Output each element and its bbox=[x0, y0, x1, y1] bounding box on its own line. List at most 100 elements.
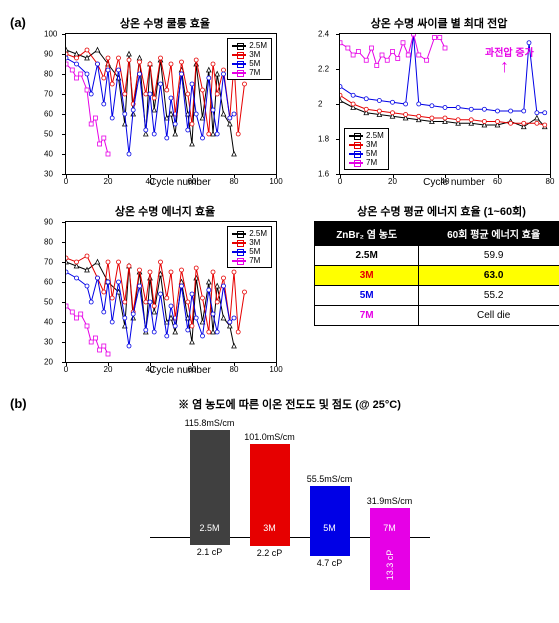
table-cell-eff: Cell die bbox=[419, 306, 559, 326]
conductivity-value: 101.0mS/cm bbox=[244, 432, 295, 442]
viscosity-value: 2.1 cP bbox=[197, 547, 223, 557]
ytick: 1.8 bbox=[318, 135, 329, 144]
ytick: 50 bbox=[44, 298, 53, 307]
ytick: 80 bbox=[44, 238, 53, 247]
conductivity-viscosity-chart: 115.8mS/cm2.5M2.1 cP101.0mS/cm3M2.2 cP55… bbox=[150, 422, 430, 602]
bar-label: 7M bbox=[383, 523, 396, 533]
ytick: 90 bbox=[44, 50, 53, 59]
table-cell-conc: 7M bbox=[315, 306, 419, 326]
conductivity-value: 115.8mS/cm bbox=[185, 418, 235, 428]
ytick: 2.2 bbox=[318, 65, 329, 74]
xtick: 20 bbox=[104, 177, 113, 186]
table-header: ZnBr₂ 염 농도 bbox=[315, 222, 419, 246]
legend-item: 7M bbox=[232, 256, 267, 265]
ytick: 80 bbox=[44, 70, 53, 79]
xtick: 40 bbox=[441, 177, 450, 186]
conductivity-value: 55.5mS/cm bbox=[307, 474, 353, 484]
viscosity-value: 13.3 cP bbox=[385, 550, 395, 581]
table-cell-eff: 63.0 bbox=[419, 266, 559, 286]
xtick: 40 bbox=[146, 177, 155, 186]
ytick: 60 bbox=[44, 278, 53, 287]
table-title: 상온 수명 평균 에너지 효율 (1~60회) bbox=[314, 203, 559, 219]
xtick: 60 bbox=[188, 365, 197, 374]
ytick: 30 bbox=[44, 170, 53, 179]
xtick: 80 bbox=[546, 177, 555, 186]
legend-item: 2.5M bbox=[232, 229, 267, 238]
table-row: 5M55.2 bbox=[315, 286, 559, 306]
legend-item: 3M bbox=[232, 50, 267, 59]
ytick: 60 bbox=[44, 110, 53, 119]
figure-label-a: (a) bbox=[10, 15, 26, 30]
chart3-title: 상온 수명 에너지 효율 bbox=[35, 203, 295, 219]
conductivity-value: 31.9mS/cm bbox=[367, 496, 413, 506]
xtick: 0 bbox=[338, 177, 342, 186]
legend-item: 2.5M bbox=[232, 41, 267, 50]
legend-item: 3M bbox=[349, 140, 384, 149]
legend-item: 5M bbox=[232, 247, 267, 256]
efficiency-table: ZnBr₂ 염 농도60회 평균 에너지 효율2.5M59.93M63.05M5… bbox=[314, 221, 559, 326]
chart1-plot: 304050607080901000204060801002.5M3M5M7M bbox=[65, 33, 277, 175]
ytick: 90 bbox=[44, 218, 53, 227]
chart2-title: 상온 수명 싸이클 별 최대 전압 bbox=[309, 15, 559, 31]
bar-label: 2.5M bbox=[199, 523, 219, 533]
ytick: 40 bbox=[44, 318, 53, 327]
xtick: 80 bbox=[230, 177, 239, 186]
legend-item: 7M bbox=[349, 158, 384, 167]
ytick: 2.4 bbox=[318, 30, 329, 39]
viscosity-value: 4.7 cP bbox=[317, 558, 343, 568]
legend: 2.5M3M5M7M bbox=[227, 38, 272, 80]
bar-label: 3M bbox=[263, 523, 276, 533]
ytick: 50 bbox=[44, 130, 53, 139]
conductivity-bar bbox=[190, 430, 230, 537]
ytick: 100 bbox=[44, 30, 57, 39]
legend: 2.5M3M5M7M bbox=[227, 226, 272, 268]
viscosity-bar bbox=[310, 537, 350, 556]
table-header: 60회 평균 에너지 효율 bbox=[419, 222, 559, 246]
viscosity-value: 2.2 cP bbox=[257, 548, 283, 558]
table-row: 7MCell die bbox=[315, 306, 559, 326]
viscosity-bar bbox=[190, 537, 230, 545]
overvoltage-annotation: 과전압 증가 bbox=[485, 44, 534, 59]
legend-item: 5M bbox=[349, 149, 384, 158]
ytick: 30 bbox=[44, 338, 53, 347]
efficiency-table-container: 상온 수명 평균 에너지 효율 (1~60회) ZnBr₂ 염 농도60회 평균… bbox=[314, 203, 559, 376]
xtick: 20 bbox=[104, 365, 113, 374]
table-row: 3M63.0 bbox=[315, 266, 559, 286]
arrow-up-icon: ↑ bbox=[500, 56, 509, 77]
ytick: 1.6 bbox=[318, 170, 329, 179]
chart-maxvoltage: 상온 수명 싸이클 별 최대 전압 Max voltage (V) 1.61.8… bbox=[309, 15, 559, 188]
xtick: 100 bbox=[269, 177, 282, 186]
legend: 2.5M3M5M7M bbox=[344, 128, 389, 170]
bar-label: 5M bbox=[323, 523, 336, 533]
figure-label-b: (b) bbox=[10, 396, 27, 411]
legend-item: 5M bbox=[232, 59, 267, 68]
table-cell-eff: 55.2 bbox=[419, 286, 559, 306]
ytick: 40 bbox=[44, 150, 53, 159]
chart3-plot: 20304050607080900204060801002.5M3M5M7M bbox=[65, 221, 277, 363]
table-row: 2.5M59.9 bbox=[315, 246, 559, 266]
legend-item: 2.5M bbox=[349, 131, 384, 140]
chart3-xlabel: Cycle number bbox=[65, 365, 295, 376]
ytick: 70 bbox=[44, 258, 53, 267]
section-b-title: ※ 염 농도에 따른 이온 전도도 및 점도 (@ 25°C) bbox=[10, 396, 559, 412]
legend-item: 7M bbox=[232, 68, 267, 77]
xtick: 40 bbox=[146, 365, 155, 374]
ytick: 70 bbox=[44, 90, 53, 99]
table-cell-conc: 5M bbox=[315, 286, 419, 306]
chart1-title: 상온 수명 쿨롱 효율 bbox=[35, 15, 295, 31]
chart-energy: 상온 수명 에너지 효율 Energy efficiency (%) 20304… bbox=[35, 203, 295, 376]
ytick: 20 bbox=[44, 358, 53, 367]
xtick: 0 bbox=[64, 177, 68, 186]
xtick: 100 bbox=[269, 365, 282, 374]
legend-item: 3M bbox=[232, 238, 267, 247]
xtick: 0 bbox=[64, 365, 68, 374]
chart-coulombic: 상온 수명 쿨롱 효율 Coulombic efficiency (%) 304… bbox=[35, 15, 295, 188]
xtick: 20 bbox=[388, 177, 397, 186]
ytick: 2 bbox=[318, 100, 322, 109]
table-cell-conc: 2.5M bbox=[315, 246, 419, 266]
table-cell-eff: 59.9 bbox=[419, 246, 559, 266]
xtick: 60 bbox=[188, 177, 197, 186]
xtick: 80 bbox=[230, 365, 239, 374]
viscosity-bar bbox=[250, 537, 290, 546]
chart2-plot: 1.61.822.22.40204060802.5M3M5M7M과전압 증가↑ bbox=[339, 33, 551, 175]
